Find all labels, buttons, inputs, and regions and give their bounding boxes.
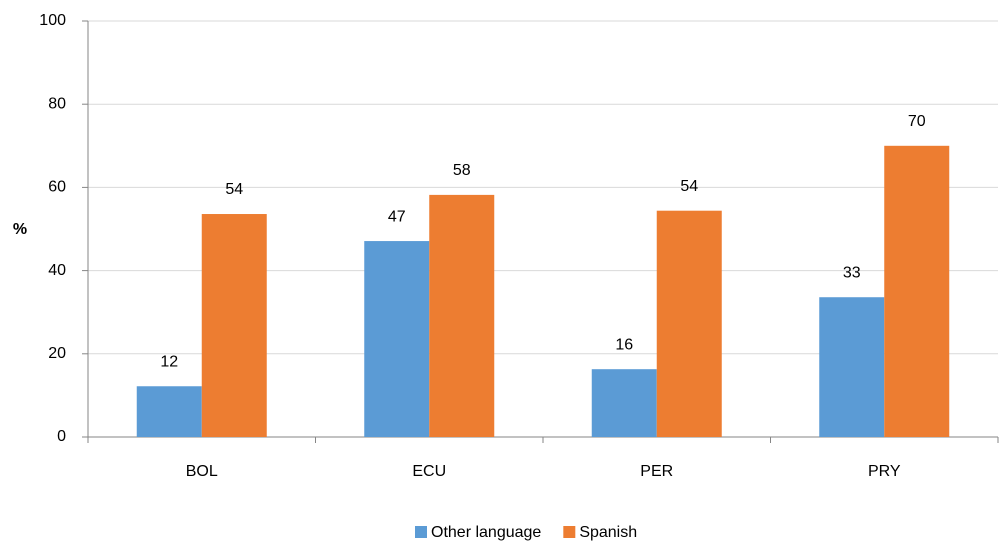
bar [136,386,202,437]
x-tick-label: BOL [186,463,218,480]
value-label: 16 [615,336,633,353]
x-tick-label: PRY [868,463,901,480]
legend-label: Other language [431,524,541,541]
value-label: 33 [843,264,861,281]
value-label: 58 [453,162,471,179]
y-tick-label: 80 [48,95,66,112]
x-tick-label: PER [640,463,673,480]
value-label: 12 [160,353,178,370]
bar [364,241,430,437]
value-label: 54 [225,181,243,198]
bar [429,194,495,437]
value-label: 70 [908,113,926,130]
legend-swatch [415,526,427,538]
bar [591,369,657,437]
bar [884,145,950,438]
bar [819,297,885,437]
value-label: 47 [388,208,406,225]
y-tick-label: 100 [39,12,66,29]
y-tick-label: 40 [48,262,66,279]
bar [656,210,722,437]
y-tick-label: 60 [48,179,66,196]
y-tick-label: 0 [57,428,66,445]
legend-swatch [563,526,576,538]
bar [201,214,267,437]
y-tick-label: 20 [48,345,66,362]
legend-label: Spanish [579,524,637,541]
y-axis-label: % [13,221,27,238]
x-tick-label: ECU [412,463,446,480]
value-label: 54 [680,178,698,195]
